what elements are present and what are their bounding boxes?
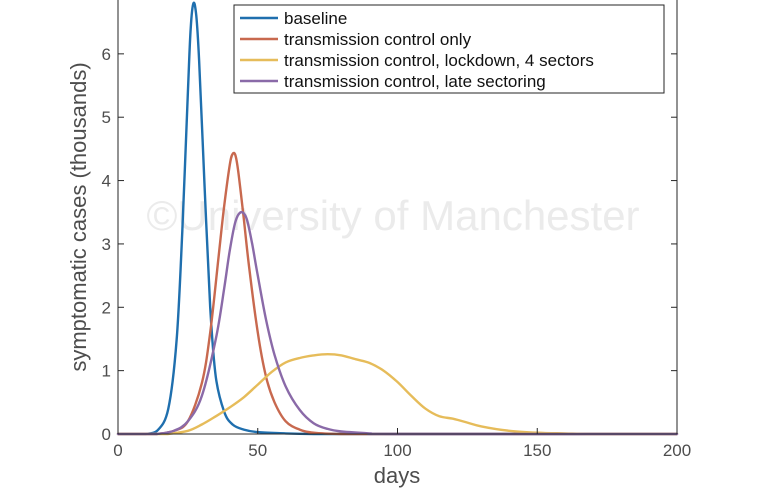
legend-label-3: transmission control, late sectoring <box>284 72 546 91</box>
x-tick-label: 50 <box>248 441 267 460</box>
legend-box <box>233 4 665 94</box>
ticks-layer: 0 50 100 150 200 0 1 2 3 4 5 6 <box>102 45 692 460</box>
x-tick-label: 100 <box>383 441 411 460</box>
y-tick-label: 5 <box>102 108 111 127</box>
x-tick-label: 200 <box>663 441 691 460</box>
series-line-1 <box>116 151 679 436</box>
legend-label-0: baseline <box>284 9 347 28</box>
watermark-text: ©University of Manchester <box>146 192 639 239</box>
legend-label-2: transmission control, lockdown, 4 sector… <box>284 51 594 70</box>
x-tick-label: 0 <box>113 441 122 460</box>
y-tick-label: 1 <box>102 362 111 381</box>
series-line-3 <box>116 210 679 436</box>
y-tick-label: 3 <box>102 235 111 254</box>
legend: baseline transmission control only transmi… <box>233 4 665 94</box>
series-line-2 <box>116 353 679 436</box>
y-tick-label: 0 <box>102 425 111 444</box>
y-tick-label: 6 <box>102 45 111 64</box>
x-tick-label: 150 <box>523 441 551 460</box>
x-axis-title: days <box>374 463 420 488</box>
y-tick-label: 2 <box>102 298 111 317</box>
y-axis-title: symptomatic cases (thousands) <box>66 62 91 371</box>
legend-label-1: transmission control only <box>284 30 472 49</box>
y-tick-label: 4 <box>102 172 111 191</box>
